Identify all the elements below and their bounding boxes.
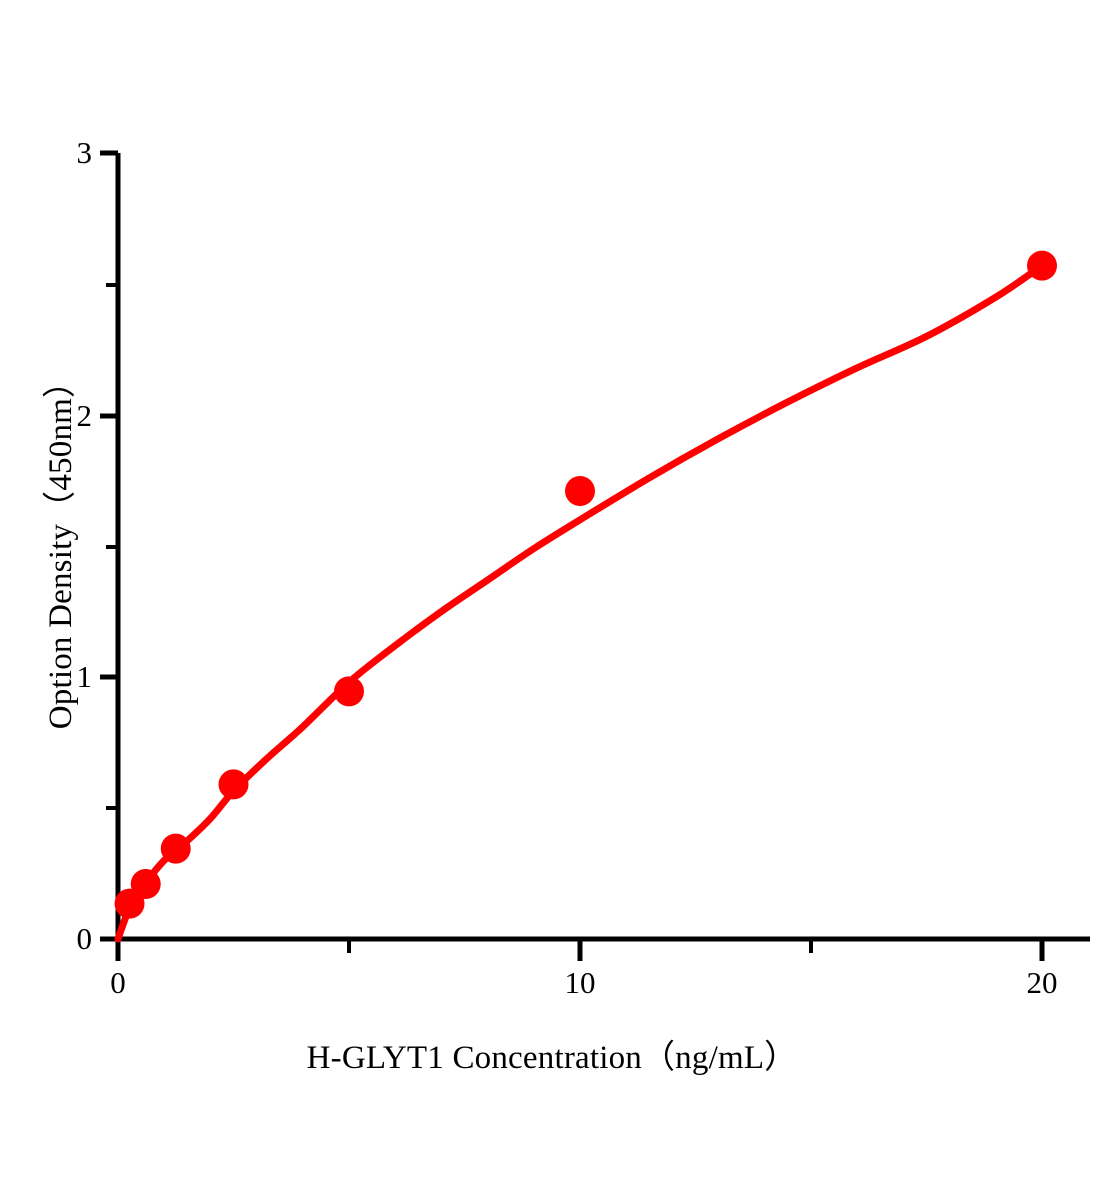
y-axis-minor-ticks [106,283,118,810]
data-point [218,769,249,800]
data-point [565,475,595,506]
y-tick-label-0: 0 [76,921,93,956]
x-axis-ticks [115,939,1045,961]
x-tick-label-0: 0 [110,965,126,1000]
x-tick-label-10: 10 [564,965,596,1000]
axis-lines [115,153,1090,942]
x-axis-title: H-GLYT1 Concentration（ng/mL） [306,1040,798,1076]
x-tick-label-20: 20 [1026,965,1058,1000]
data-point [334,676,364,707]
data-point [130,868,161,899]
data-point [1027,250,1057,281]
y-tick-label-2: 2 [76,398,93,433]
x-axis-minor-ticks [347,939,813,953]
data-point-markers [114,250,1057,919]
y-tick-label-1: 1 [76,659,93,694]
y-tick-label-3: 3 [76,135,93,170]
data-point [160,833,191,864]
y-axis-title-wrap: Option Density（450nm） [33,227,79,867]
fit-curve [114,262,1046,943]
